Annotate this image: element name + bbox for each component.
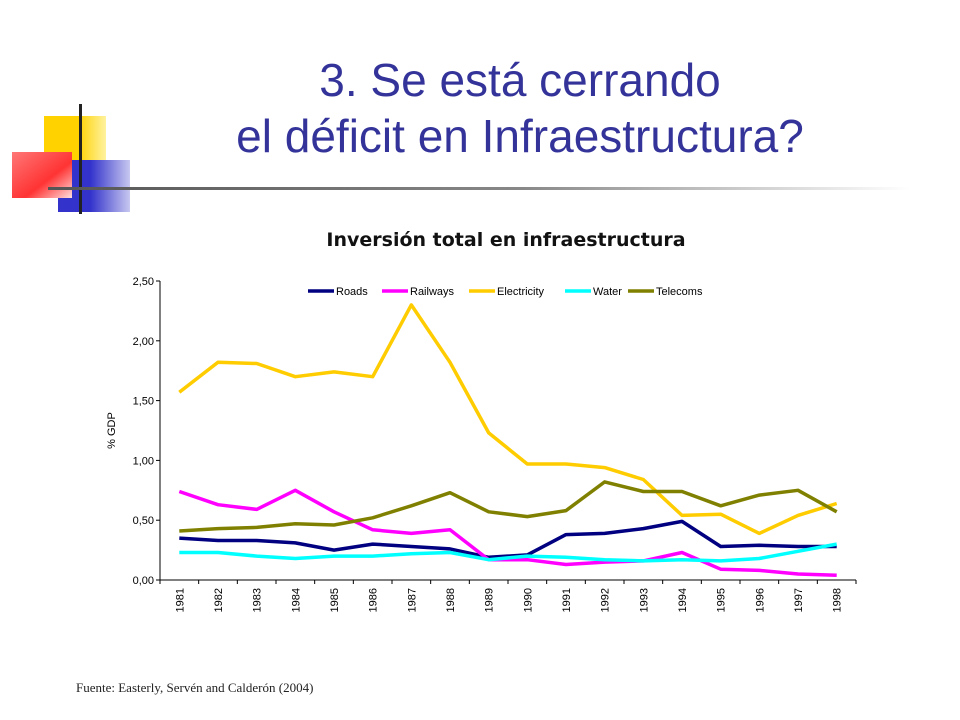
- series-line-roads: [179, 519, 837, 560]
- series-line-telecoms: [179, 480, 838, 533]
- x-tick-label: 1989: [484, 588, 496, 612]
- x-tick-label: 1993: [638, 588, 650, 612]
- x-tick-label: 1987: [406, 588, 418, 612]
- x-tick-label: 1996: [754, 588, 766, 612]
- chart-axes: 0,00 0,50 1,00 1,50 2,00 2,50 1981 1982 1983 1984…: [106, 276, 857, 612]
- y-tick-label: 1,00: [133, 455, 154, 467]
- deco-red-square: [12, 152, 72, 198]
- series-line-railways: [178, 488, 837, 577]
- x-tick-label: 1986: [368, 588, 380, 612]
- chart-series: [178, 303, 838, 577]
- legend-label-roads: Roads: [336, 286, 368, 298]
- x-tick-label: 1995: [716, 588, 728, 612]
- x-tick-label: 1997: [793, 588, 805, 612]
- legend-label-electricity: Electricity: [497, 286, 545, 298]
- x-tick-label: 1984: [290, 588, 302, 612]
- title-underline: [48, 187, 910, 190]
- legend-label-water: Water: [593, 286, 622, 298]
- series-line-electricity: [178, 303, 838, 536]
- x-tick-label: 1981: [174, 588, 186, 612]
- slide-title: 3. Se está cerrando el déficit en Infrae…: [100, 52, 940, 164]
- x-tick-label: 1994: [677, 588, 689, 612]
- x-tick-label: 1985: [329, 588, 341, 612]
- x-tick-label: 1998: [832, 588, 844, 612]
- chart-legend: Roads Railways Electricity Water Telecoms: [308, 286, 703, 298]
- chart-title: Inversión total en infraestructura: [326, 229, 685, 251]
- slide-title-line2: el déficit en Infraestructura?: [236, 110, 804, 162]
- y-tick-label: 0,50: [133, 515, 154, 527]
- y-tick-label: 2,00: [133, 336, 154, 348]
- series-line-water: [179, 542, 838, 563]
- y-axis-label: % GDP: [106, 412, 118, 449]
- legend-label-telecoms: Telecoms: [656, 286, 703, 298]
- legend-label-railways: Railways: [410, 286, 455, 298]
- y-tick-label: 1,50: [133, 396, 154, 408]
- x-tick-label: 1982: [213, 588, 225, 612]
- x-tick-label: 1991: [561, 588, 573, 612]
- x-tick-label: 1983: [252, 588, 264, 612]
- y-tick-label: 0,00: [133, 575, 154, 587]
- x-tick-label: 1992: [600, 588, 612, 612]
- x-tick-label: 1990: [522, 588, 534, 612]
- y-tick-label: 2,50: [133, 276, 154, 288]
- source-note: Fuente: Easterly, Servén and Calderón (2…: [76, 680, 314, 695]
- deco-vertical-line: [79, 104, 82, 214]
- slide-title-line1: 3. Se está cerrando: [319, 54, 721, 106]
- x-tick-label: 1988: [445, 588, 457, 612]
